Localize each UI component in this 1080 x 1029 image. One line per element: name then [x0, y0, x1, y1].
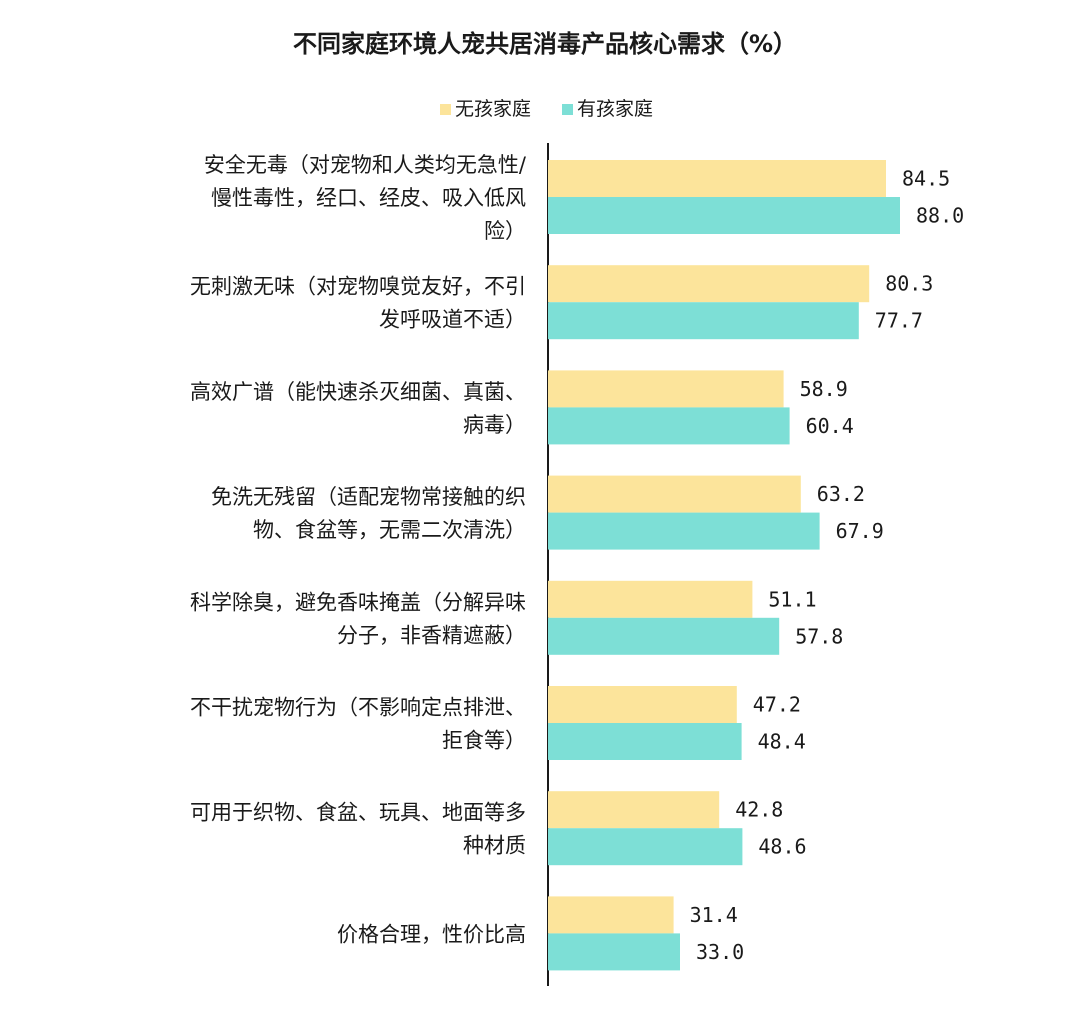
data-label: 88.0 — [916, 204, 964, 228]
category-label: 分子，非香精遮蔽） — [337, 623, 526, 647]
legend-label: 无孩家庭 — [455, 98, 531, 120]
data-label: 51.1 — [768, 587, 816, 611]
category-label: 种材质 — [463, 834, 526, 858]
bar-with-kids — [548, 723, 742, 760]
data-label: 84.5 — [902, 167, 950, 191]
legend-swatch — [562, 104, 573, 115]
category-label: 病毒） — [463, 413, 526, 437]
bar-no-kids — [548, 686, 737, 723]
category-label: 物、食盆等，无需二次清洗） — [253, 518, 526, 542]
data-label: 77.7 — [875, 309, 923, 333]
bar-with-kids — [548, 302, 859, 340]
category-label: 科学除臭，避免香味掩盖（分解异味 — [190, 590, 526, 614]
data-label: 42.8 — [735, 798, 783, 822]
data-label: 48.4 — [758, 730, 806, 754]
data-label: 58.9 — [800, 377, 848, 401]
chart-title: 不同家庭环境人宠共居消毒产品核心需求（%） — [293, 30, 797, 58]
category-label: 免洗无残留（适配宠物常接触的织 — [211, 485, 526, 509]
bar-with-kids — [548, 197, 900, 234]
category-label: 发呼吸道不适） — [379, 308, 526, 332]
bar-no-kids — [548, 160, 886, 197]
bar-with-kids — [548, 617, 780, 655]
category-label: 拒食等） — [442, 729, 526, 753]
category-label: 不干扰宠物行为（不影响定点排泄、 — [190, 696, 526, 720]
category-label: 价格合理，性价比高 — [337, 922, 526, 946]
data-label: 57.8 — [795, 624, 843, 648]
category-label: 安全无毒（对宠物和人类均无急性/ — [204, 153, 527, 177]
legend: 无孩家庭 有孩家庭 — [440, 98, 653, 120]
category-label: 险） — [484, 219, 526, 243]
data-label: 33.0 — [696, 940, 744, 964]
category-label: 慢性毒性，经口、经皮、吸入低风 — [211, 186, 526, 210]
data-label: 67.9 — [836, 519, 884, 543]
legend-label: 有孩家庭 — [577, 98, 653, 120]
data-label: 47.2 — [753, 693, 801, 717]
bar-no-kids — [548, 475, 801, 513]
category-label: 无刺激无味（对宠物嗅觉友好，不引 — [190, 275, 526, 299]
data-label: 80.3 — [885, 272, 933, 296]
bar-with-kids — [548, 828, 743, 866]
bar-no-kids — [548, 580, 753, 618]
category-label: 可用于织物、食盆、玩具、地面等多 — [190, 801, 526, 825]
bar-no-kids — [548, 370, 784, 408]
data-label: 60.4 — [806, 414, 854, 438]
bar-with-kids — [548, 933, 680, 971]
data-label: 31.4 — [690, 903, 738, 927]
bar-with-kids — [548, 512, 820, 550]
bar-no-kids — [548, 896, 674, 934]
bar-no-kids — [548, 265, 870, 303]
category-label: 高效广谱（能快速杀灭细菌、真菌、 — [190, 380, 526, 404]
bars: 84.5 88.0 80.3 77.7 58.9 60.4 63.2 67.9 51.1 57.8… — [548, 160, 964, 971]
data-label: 63.2 — [817, 482, 865, 506]
bar-with-kids — [548, 407, 790, 445]
data-label: 48.6 — [758, 835, 806, 859]
legend-swatch — [440, 104, 451, 115]
bar-no-kids — [548, 791, 720, 829]
